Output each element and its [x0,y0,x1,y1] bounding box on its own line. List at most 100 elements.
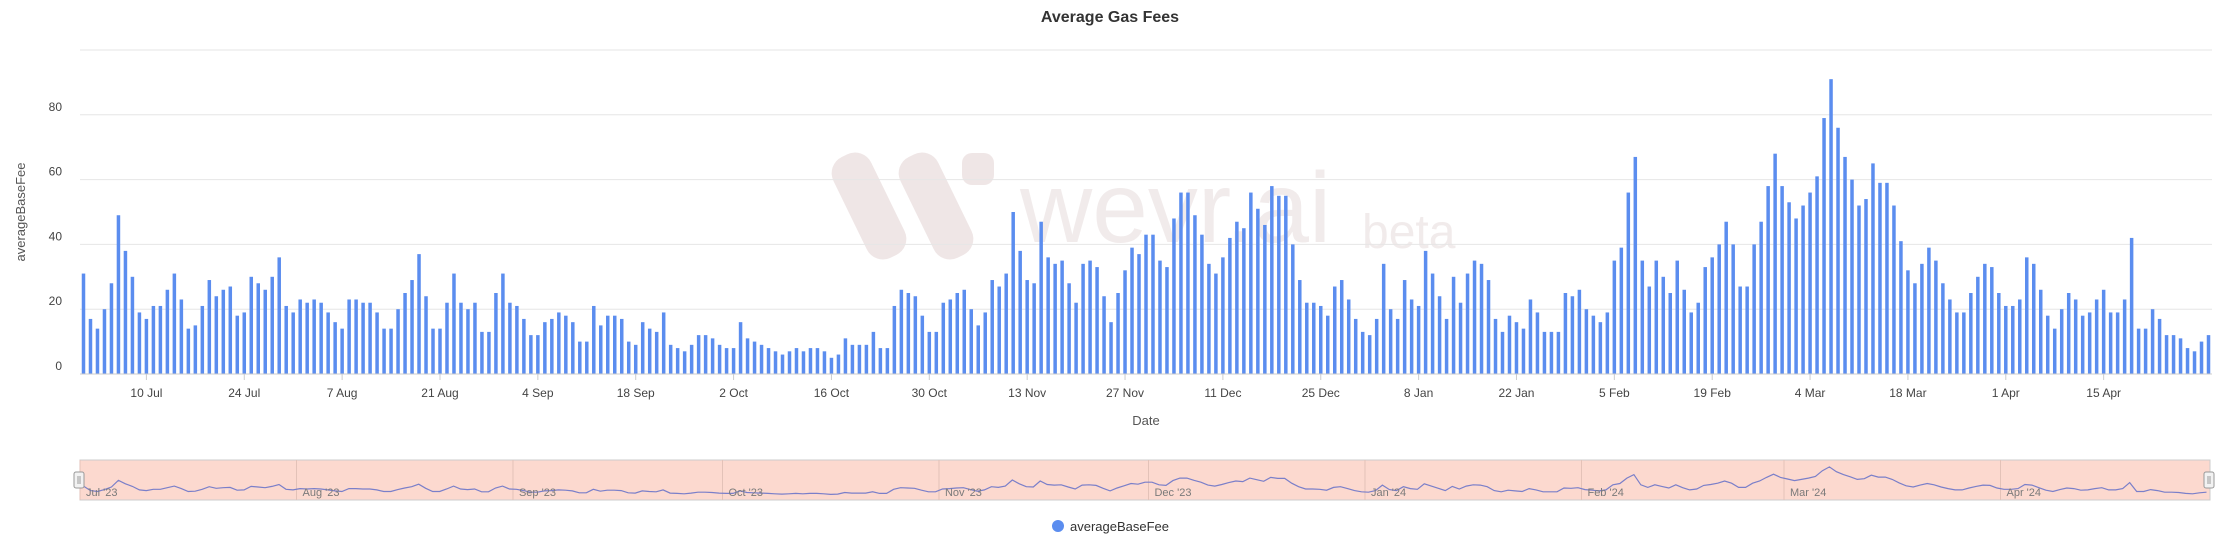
bar[interactable] [543,322,547,374]
bar[interactable] [2108,312,2113,374]
bar[interactable] [1353,318,1358,374]
bar[interactable] [1654,260,1659,374]
bar[interactable] [1717,244,1721,374]
bar[interactable] [417,254,421,374]
bar[interactable] [1521,328,1526,374]
bar[interactable] [1039,221,1043,374]
bar[interactable] [550,318,554,374]
bar[interactable] [1766,186,1770,374]
bar[interactable] [284,305,288,374]
bar[interactable] [808,348,813,374]
bar[interactable] [1388,309,1393,374]
bar[interactable] [151,305,156,374]
bar[interactable] [633,344,638,374]
bar[interactable] [207,280,212,374]
bar[interactable] [696,335,701,374]
bar[interactable] [221,289,226,374]
bar[interactable] [256,283,261,374]
bar[interactable] [2018,299,2022,374]
bar[interactable] [200,305,205,374]
bar[interactable] [892,305,897,374]
bar[interactable] [1102,296,1106,374]
bar[interactable] [1822,118,1826,374]
bar[interactable] [1053,263,1057,374]
bar[interactable] [1430,273,1435,374]
bar[interactable] [1633,156,1638,374]
bar[interactable] [1409,299,1414,374]
bar[interactable] [843,338,848,374]
bar[interactable] [305,302,309,374]
legend-marker-icon[interactable] [1052,520,1064,532]
bar[interactable] [1892,205,1896,374]
bar[interactable] [1927,247,1931,374]
bar[interactable] [1752,244,1756,374]
bar[interactable] [1759,221,1763,374]
bar[interactable] [1402,280,1407,374]
bar[interactable] [2136,328,2141,374]
bar[interactable] [787,351,792,374]
bar[interactable] [1556,331,1561,374]
bar[interactable] [1130,247,1134,374]
bar[interactable] [1256,208,1260,374]
bar[interactable] [668,344,673,374]
bar[interactable] [640,322,645,374]
bar[interactable] [2073,299,2078,374]
bar[interactable] [452,273,456,374]
bar[interactable] [1395,318,1400,374]
bar[interactable] [186,328,191,374]
bar[interactable] [1780,186,1784,374]
bar[interactable] [2025,257,2029,374]
bar[interactable] [738,322,743,374]
bar[interactable] [1703,267,1707,374]
bar[interactable] [403,293,407,374]
bar[interactable] [1367,335,1372,374]
bar[interactable] [1472,260,1477,374]
bar[interactable] [983,312,987,374]
bar[interactable] [2185,348,2190,374]
bar[interactable] [1291,244,1295,374]
navigator-handle-left[interactable] [73,471,85,489]
bar[interactable] [1451,276,1456,374]
bar[interactable] [382,328,386,374]
bar[interactable] [1794,218,1798,374]
bar[interactable] [515,305,519,374]
bar[interactable] [1158,260,1162,374]
bar[interactable] [368,302,372,374]
bar[interactable] [1074,302,1078,374]
bar[interactable] [1116,293,1120,374]
bar[interactable] [1969,293,1973,374]
bar[interactable] [2038,289,2043,374]
bar[interactable] [214,296,219,374]
bar[interactable] [1731,244,1735,374]
bar[interactable] [661,312,666,374]
bar[interactable] [1179,192,1183,374]
bar[interactable] [1339,280,1344,374]
bar[interactable] [235,315,240,374]
bar[interactable] [130,276,135,374]
bar[interactable] [1500,331,1505,374]
bar[interactable] [836,354,841,374]
bar[interactable] [172,273,177,374]
bar[interactable] [1710,257,1714,374]
bar[interactable] [340,328,344,374]
bar[interactable] [731,348,736,374]
bar[interactable] [585,341,589,374]
bar[interactable] [1486,280,1491,374]
bar[interactable] [913,296,918,374]
bar[interactable] [95,328,100,374]
bar[interactable] [424,296,428,374]
bar[interactable] [522,318,526,374]
bar[interactable] [969,309,974,374]
bar[interactable] [410,280,414,374]
bar[interactable] [1200,234,1204,374]
bar[interactable] [2199,341,2204,374]
bar[interactable] [850,344,855,374]
bar[interactable] [752,341,757,374]
bar[interactable] [1864,199,1868,374]
bar[interactable] [1661,276,1666,374]
bar[interactable] [2080,315,2085,374]
bar[interactable] [654,331,659,374]
bar[interactable] [717,344,722,374]
bar[interactable] [445,302,449,374]
bar[interactable] [766,348,771,374]
